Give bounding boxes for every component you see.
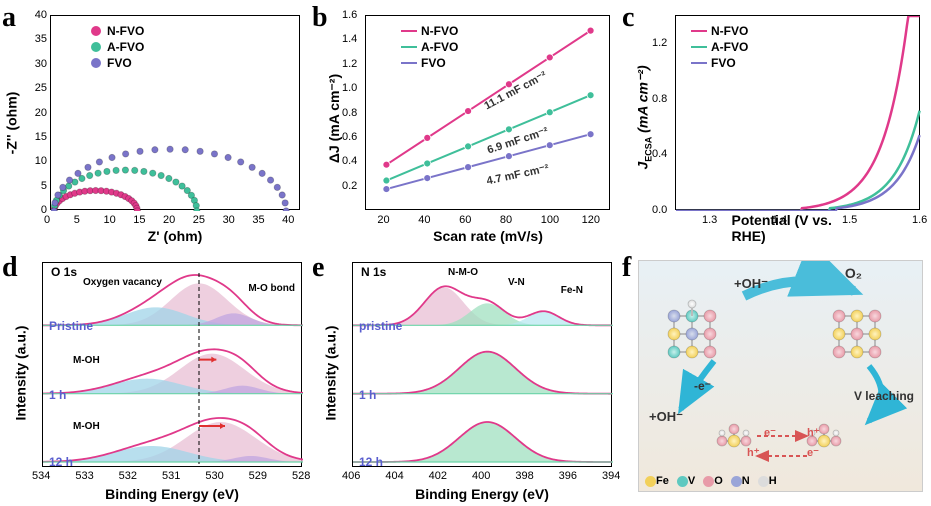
schematic-svg — [639, 261, 924, 493]
legend-item-fvo: FVO — [91, 56, 144, 70]
ylabel-a: -Z'' (ohm) — [3, 92, 19, 155]
f-vleach: V leaching — [854, 389, 914, 403]
plot-area-b: N-FVO A-FVO FVO 11.1 mF cm⁻² 6.9 mF cm⁻²… — [365, 15, 610, 210]
legend-b: N-FVO A-FVO FVO — [401, 24, 458, 72]
f-e2: e⁻ — [807, 446, 819, 459]
xlabel-b: Scan rate (mV/s) — [433, 228, 543, 244]
plot-svg-a — [51, 16, 301, 211]
plot-area-c: N-FVO A-FVO FVO — [675, 15, 920, 210]
d-ann-moh1: M-OH — [73, 355, 100, 366]
ylabel-d: Intensity (a.u.) — [12, 326, 28, 421]
panel-f-canvas: +OH⁻ O₂ +OH⁻ -e⁻ V leaching e⁻ h⁺ e⁻ h⁺ … — [638, 260, 923, 492]
leg-o: O — [703, 475, 723, 487]
legend-item-c-nfvo: N-FVO — [691, 24, 748, 38]
legend-item-nfvo: N-FVO — [91, 24, 144, 38]
legend-item-c-fvo: FVO — [691, 56, 748, 70]
d-p3: 12 h — [49, 455, 73, 469]
ylabel-e: Intensity (a.u.) — [322, 326, 338, 421]
f-h1: h⁺ — [807, 426, 820, 439]
f-oh1: +OH⁻ — [734, 276, 768, 292]
leg-h: H — [758, 475, 777, 487]
xlabel-d: Binding Energy (eV) — [105, 486, 239, 502]
plot-area-d: O 1s Oxygen vacancy M-O bond Pristine M-… — [42, 262, 302, 467]
legend-item-b-nfvo: N-FVO — [401, 24, 458, 38]
d-ann-ov: Oxygen vacancy — [83, 277, 162, 288]
legend-c: N-FVO A-FVO FVO — [691, 24, 748, 72]
legend-item-afvo: A-FVO — [91, 40, 144, 54]
plot-area-e: N 1s N-M-O V-N Fe-N pristine 1 h 12 h — [352, 262, 612, 467]
d-p2: 1 h — [49, 388, 66, 402]
atom-legend: Fe V O N H — [645, 475, 777, 487]
xlabel-a: Z' (ohm) — [148, 228, 203, 244]
panel-label-a: a — [2, 2, 16, 34]
leg-n: N — [731, 475, 750, 487]
panel-a: a N-FVO A-FVO FVO -Z'' (ohm) Z' (ohm) 05… — [0, 0, 310, 250]
d-ann-moh2: M-OH — [73, 421, 100, 432]
f-e: -e⁻ — [694, 379, 711, 393]
panel-b: b N-FVO A-FVO FVO 11.1 mF cm⁻² 6.9 mF cm… — [310, 0, 620, 250]
panel-c: c N-FVO A-FVO FVO JECSA (mA cm⁻²) Potent… — [620, 0, 931, 250]
panel-label-e: e — [312, 252, 324, 284]
legend-item-b-fvo: FVO — [401, 56, 458, 70]
e-p1: pristine — [359, 319, 402, 333]
f-o2: O₂ — [845, 265, 862, 281]
e-title: N 1s — [361, 265, 386, 279]
legend-item-c-afvo: A-FVO — [691, 40, 748, 54]
figure-grid: a N-FVO A-FVO FVO -Z'' (ohm) Z' (ohm) 05… — [0, 0, 931, 506]
panel-label-b: b — [312, 2, 328, 34]
leg-fe: Fe — [645, 475, 669, 487]
e-ann-fen: Fe-N — [561, 285, 583, 296]
xlabel-e: Binding Energy (eV) — [415, 486, 549, 502]
d-p1: Pristine — [49, 319, 93, 333]
panel-label-f: f — [622, 252, 631, 284]
e-p2: 1 h — [359, 388, 376, 402]
e-ann-vn: V-N — [508, 277, 525, 288]
panel-e: e N 1s N-M-O V-N Fe-N pristine 1 h 12 h … — [310, 250, 620, 506]
legend-item-b-afvo: A-FVO — [401, 40, 458, 54]
panel-label-c: c — [622, 2, 634, 34]
e-p3: 12 h — [359, 455, 383, 469]
plot-area-a: N-FVO A-FVO FVO — [50, 15, 300, 210]
f-h2: h⁺ — [747, 446, 760, 459]
f-e1: e⁻ — [764, 426, 776, 439]
legend-a: N-FVO A-FVO FVO — [91, 24, 144, 72]
ylabel-b: ΔJ (mA cm⁻²) — [326, 74, 343, 163]
panel-label-d: d — [2, 252, 18, 284]
d-title: O 1s — [51, 265, 77, 279]
f-oh2: +OH⁻ — [649, 409, 683, 425]
e-ann-nmo: N-M-O — [448, 267, 478, 278]
leg-v: V — [677, 475, 695, 487]
d-ann-mo: M-O bond — [248, 283, 295, 294]
panel-f: f — [620, 250, 931, 506]
ylabel-c: JECSA (mA cm⁻²) — [635, 65, 654, 169]
panel-d: d O 1s Oxygen vacancy M-O bond Pristine … — [0, 250, 310, 506]
